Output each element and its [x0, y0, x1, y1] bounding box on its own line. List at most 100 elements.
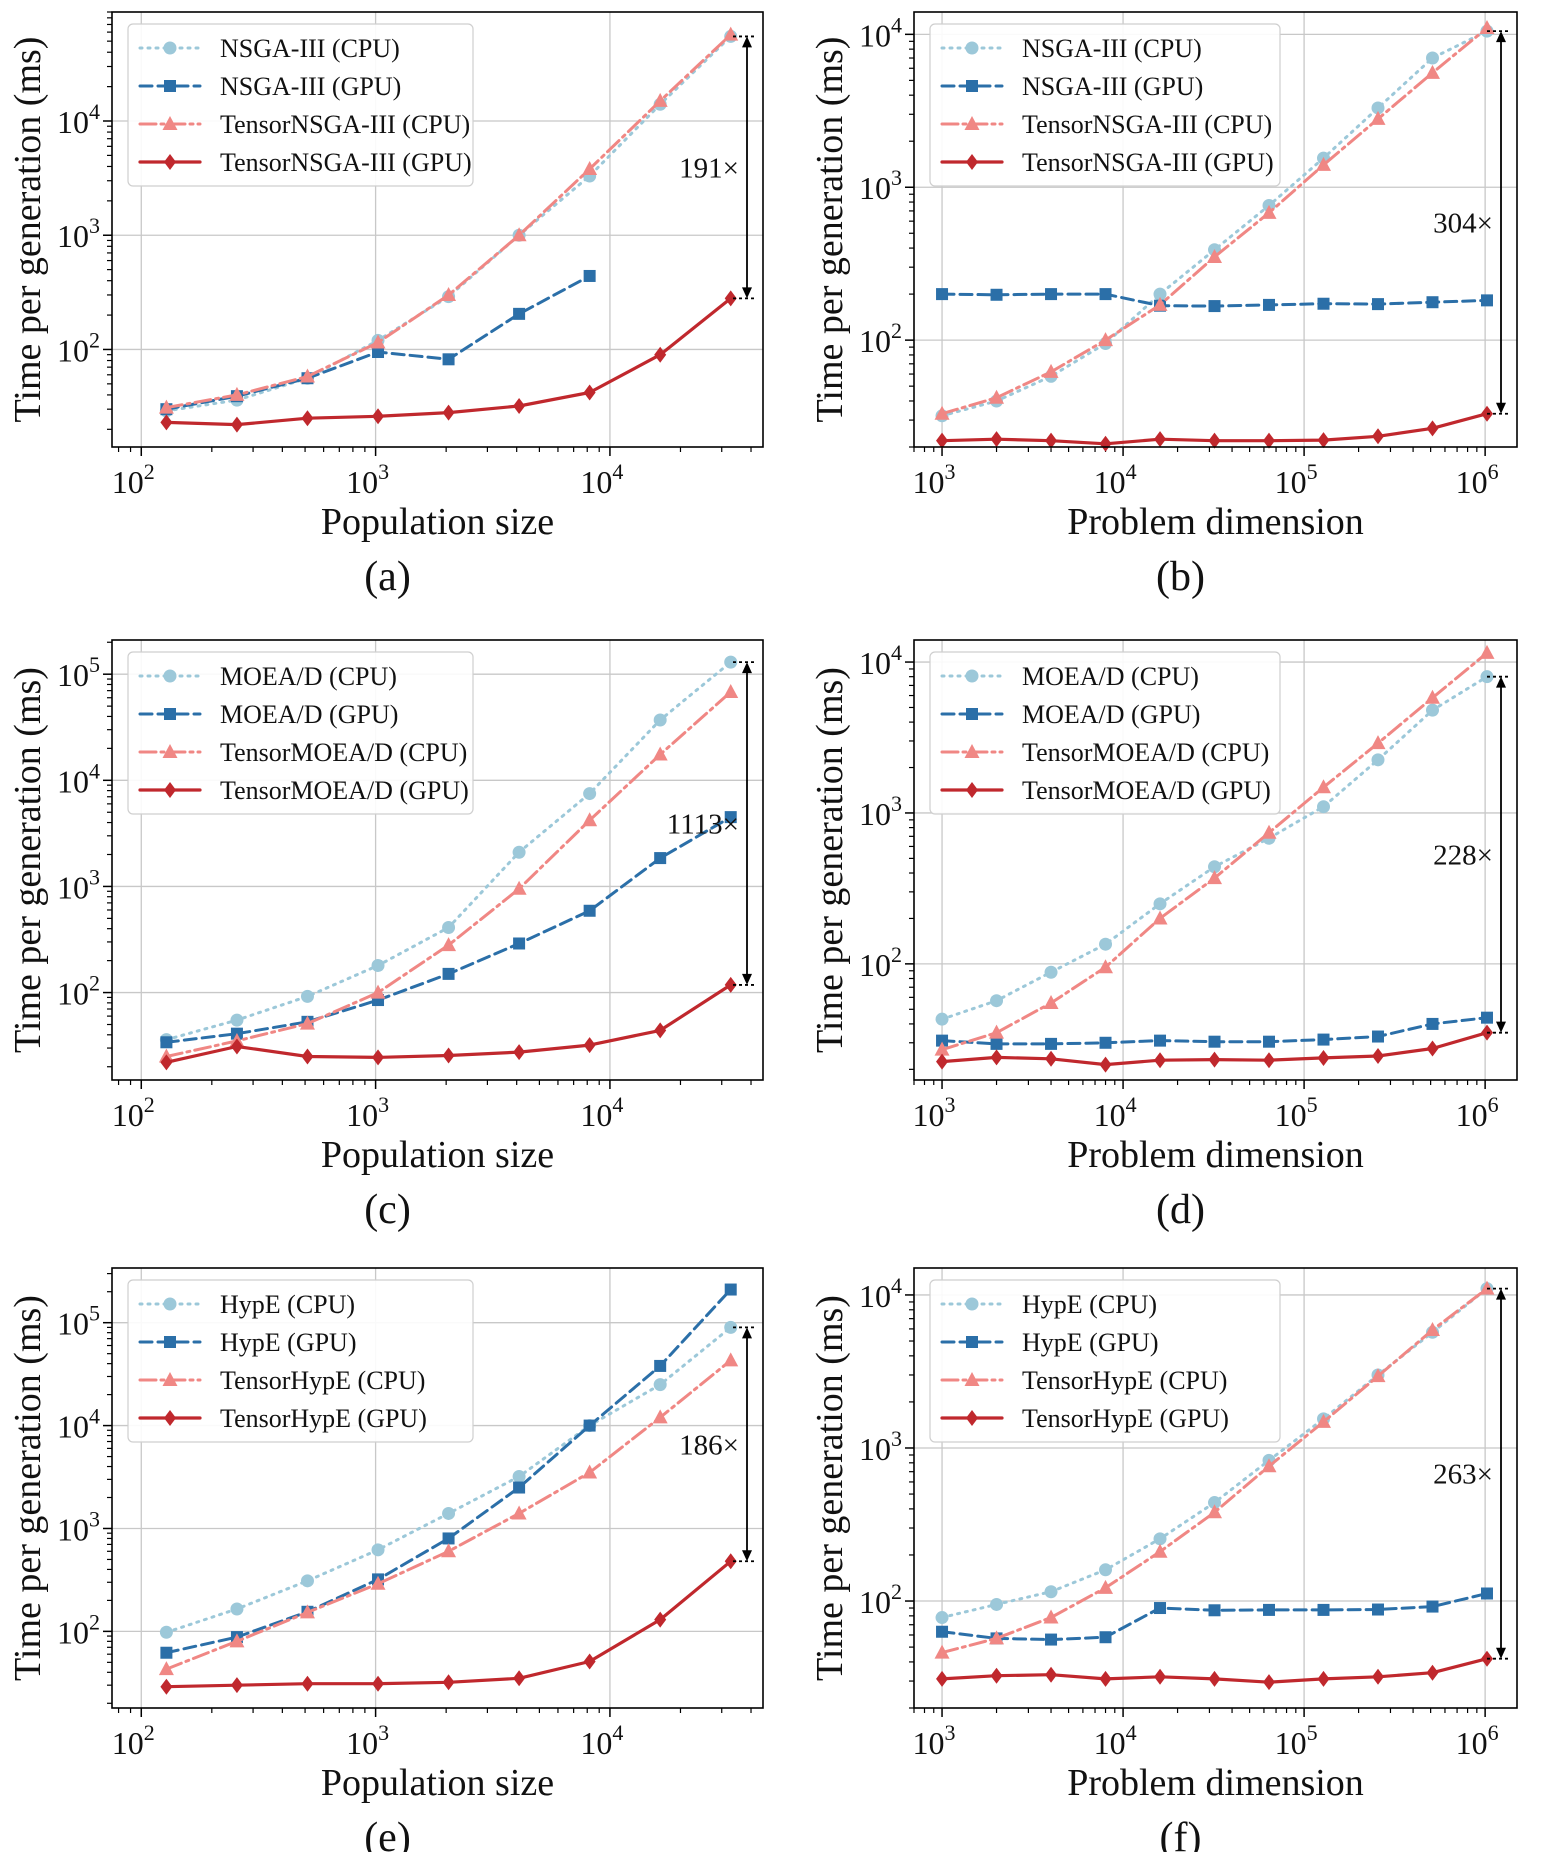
- series-line: [164, 33, 733, 410]
- legend-item: TensorNSGA-III (CPU): [138, 110, 470, 139]
- data-point: [301, 410, 314, 427]
- data-point: [513, 397, 526, 414]
- minor-ticks: [909, 1301, 1478, 1713]
- y-axis-label: Time per generation (ms): [809, 667, 851, 1053]
- x-tick-label: 104: [1094, 1720, 1137, 1761]
- y-tick-label: 104: [57, 1404, 100, 1445]
- y-tick-base: 10: [859, 947, 891, 983]
- y-tick-base: 10: [859, 17, 891, 53]
- legend: NSGA-III (CPU) NSGA-III (GPU) TensorNSGA-I…: [127, 23, 474, 187]
- data-point: [1263, 1035, 1276, 1048]
- series-cpu-tensor: [158, 26, 739, 414]
- data-point: [724, 655, 738, 669]
- data-point: [1045, 1633, 1058, 1646]
- data-point: [301, 1675, 314, 1692]
- legend-label: TensorMOEA/D (CPU): [220, 738, 467, 767]
- data-point: [1098, 1579, 1114, 1594]
- plot-frame: [111, 1267, 764, 1709]
- data-point: [513, 1481, 526, 1494]
- data-point: [1154, 1034, 1167, 1047]
- x-tick-base: 10: [1275, 1725, 1307, 1761]
- panel-label: (f): [1160, 1815, 1202, 1852]
- legend-label: NSGA-III (GPU): [220, 72, 401, 101]
- data-point: [1424, 64, 1440, 79]
- legend-swatch-marker: [964, 1372, 980, 1386]
- data-point: [654, 1022, 667, 1039]
- data-point: [370, 1575, 386, 1590]
- legend-item: TensorNSGA-III (GPU): [940, 148, 1274, 177]
- y-tick-base: 10: [859, 645, 891, 681]
- data-point: [300, 989, 314, 1003]
- legend-box: [127, 651, 474, 815]
- data-point: [654, 1611, 667, 1628]
- data-point: [1480, 1011, 1493, 1024]
- data-point: [300, 1574, 314, 1588]
- data-point: [1480, 294, 1493, 307]
- data-point: [442, 1532, 455, 1545]
- data-point: [990, 1037, 1003, 1050]
- y-tick-label: 103: [57, 213, 100, 254]
- data-point: [990, 1597, 1004, 1611]
- data-point: [512, 1469, 526, 1483]
- legend-label: TensorNSGA-III (CPU): [1022, 110, 1272, 139]
- x-tick-label: 104: [580, 459, 623, 500]
- data-point: [724, 1553, 737, 1570]
- x-tick-base: 10: [1456, 1725, 1488, 1761]
- speedup-label: 228×: [1433, 840, 1493, 872]
- plot-frame: [913, 1267, 1518, 1709]
- data-point: [441, 286, 457, 301]
- data-point: [652, 746, 668, 761]
- y-tick-exponent: 3: [891, 791, 902, 816]
- legend-swatch-marker: [966, 1410, 978, 1426]
- data-point: [1424, 689, 1440, 704]
- y-tick-exponent: 3: [89, 864, 100, 889]
- legend-item: HypE (CPU): [138, 1290, 355, 1319]
- data-point: [511, 1505, 527, 1520]
- series-gpu-tensor: [936, 1024, 1493, 1073]
- data-point: [936, 432, 949, 449]
- x-tick-label: 102: [112, 1720, 155, 1761]
- speedup-annotation: 186×: [679, 1326, 757, 1563]
- y-tick-base: 10: [859, 323, 891, 359]
- x-axis-label: Population size: [321, 501, 554, 543]
- data-point: [160, 1678, 173, 1695]
- y-tick-label: 104: [57, 99, 100, 140]
- legend-item: TensorMOEA/D (CPU): [138, 738, 467, 767]
- data-point: [1317, 1033, 1330, 1046]
- data-point: [159, 1625, 173, 1639]
- data-point: [1317, 1670, 1330, 1687]
- x-tick-label: 105: [1275, 1720, 1318, 1761]
- y-tick-base: 10: [57, 1614, 89, 1650]
- y-tick-exponent: 5: [89, 1301, 100, 1326]
- y-tick-base: 10: [57, 869, 89, 905]
- data-point: [654, 1359, 667, 1372]
- x-tick-label: 102: [112, 1092, 155, 1133]
- data-point: [1263, 298, 1276, 311]
- x-tick-label: 106: [1456, 1092, 1499, 1133]
- data-point: [934, 1041, 950, 1056]
- x-tick-exponent: 2: [144, 1092, 155, 1117]
- data-point: [1371, 101, 1385, 115]
- y-tick-base: 10: [57, 1306, 89, 1342]
- legend-label: MOEA/D (CPU): [220, 662, 397, 691]
- x-tick-base: 10: [112, 464, 144, 500]
- data-point: [1371, 1048, 1384, 1065]
- legend-swatch-marker: [966, 80, 978, 92]
- y-tick-label: 102: [859, 1579, 902, 1620]
- y-tick-label: 105: [57, 652, 100, 693]
- x-tick-exponent: 5: [1307, 459, 1318, 484]
- y-tick-base: 10: [859, 796, 891, 832]
- x-tick-exponent: 5: [1307, 1720, 1318, 1745]
- x-tick-label: 106: [1456, 1720, 1499, 1761]
- legend-label: TensorMOEA/D (GPU): [220, 776, 469, 805]
- x-tick-base: 10: [112, 1725, 144, 1761]
- series-cpu-tensor: [158, 683, 739, 1063]
- y-tick-base: 10: [859, 1431, 891, 1467]
- legend-label: TensorHypE (CPU): [220, 1366, 425, 1395]
- legend-swatch-marker: [164, 1410, 176, 1426]
- legend-box: [127, 23, 474, 187]
- minor-ticks: [107, 1272, 752, 1713]
- arrow-head-top: [1496, 676, 1506, 688]
- panel-label: (d): [1156, 1187, 1205, 1233]
